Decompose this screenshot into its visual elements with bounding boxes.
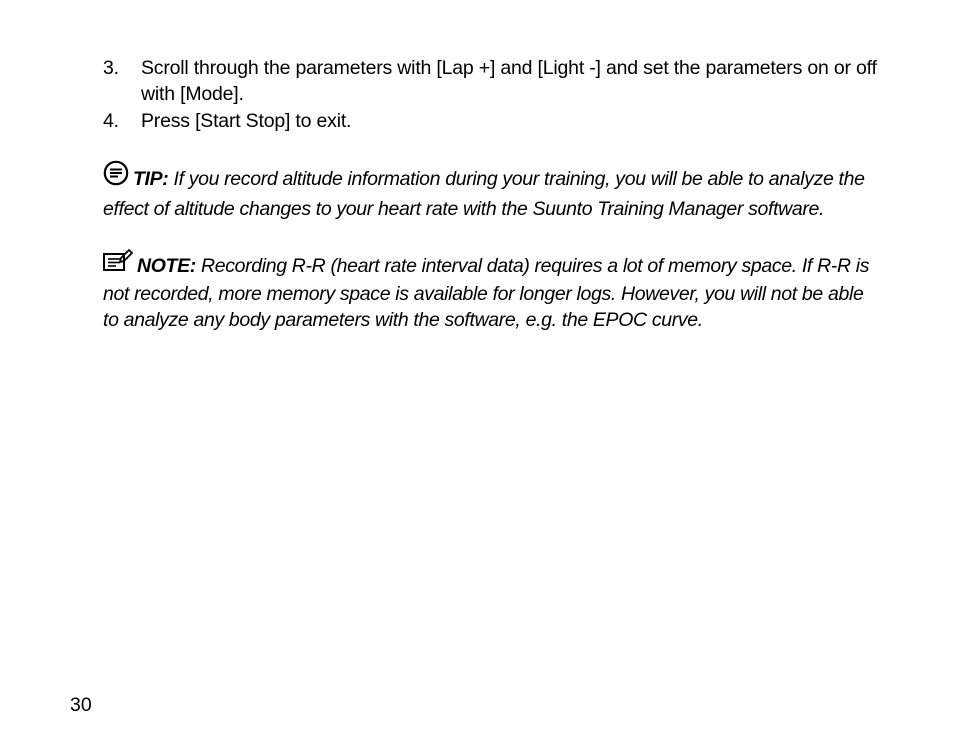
list-number: 4. [103, 109, 141, 135]
tip-label: TIP: [133, 168, 168, 190]
tip-text: If you record altitude information durin… [103, 168, 865, 220]
note-text: Recording R-R (heart rate interval data)… [103, 255, 869, 331]
page-content: 3. Scroll through the parameters with [L… [0, 0, 954, 334]
list-number: 3. [103, 56, 141, 107]
note-label: NOTE: [137, 255, 196, 277]
tip-icon [103, 160, 129, 194]
note-icon [103, 248, 133, 280]
note-callout: NOTE: Recording R-R (heart rate interval… [103, 251, 884, 334]
list-item: 3. Scroll through the parameters with [L… [103, 56, 884, 107]
list-text: Scroll through the parameters with [Lap … [141, 56, 884, 107]
tip-callout: TIP: If you record altitude information … [103, 163, 884, 222]
list-item: 4. Press [Start Stop] to exit. [103, 109, 884, 135]
list-text: Press [Start Stop] to exit. [141, 109, 884, 135]
page-number: 30 [70, 694, 92, 717]
